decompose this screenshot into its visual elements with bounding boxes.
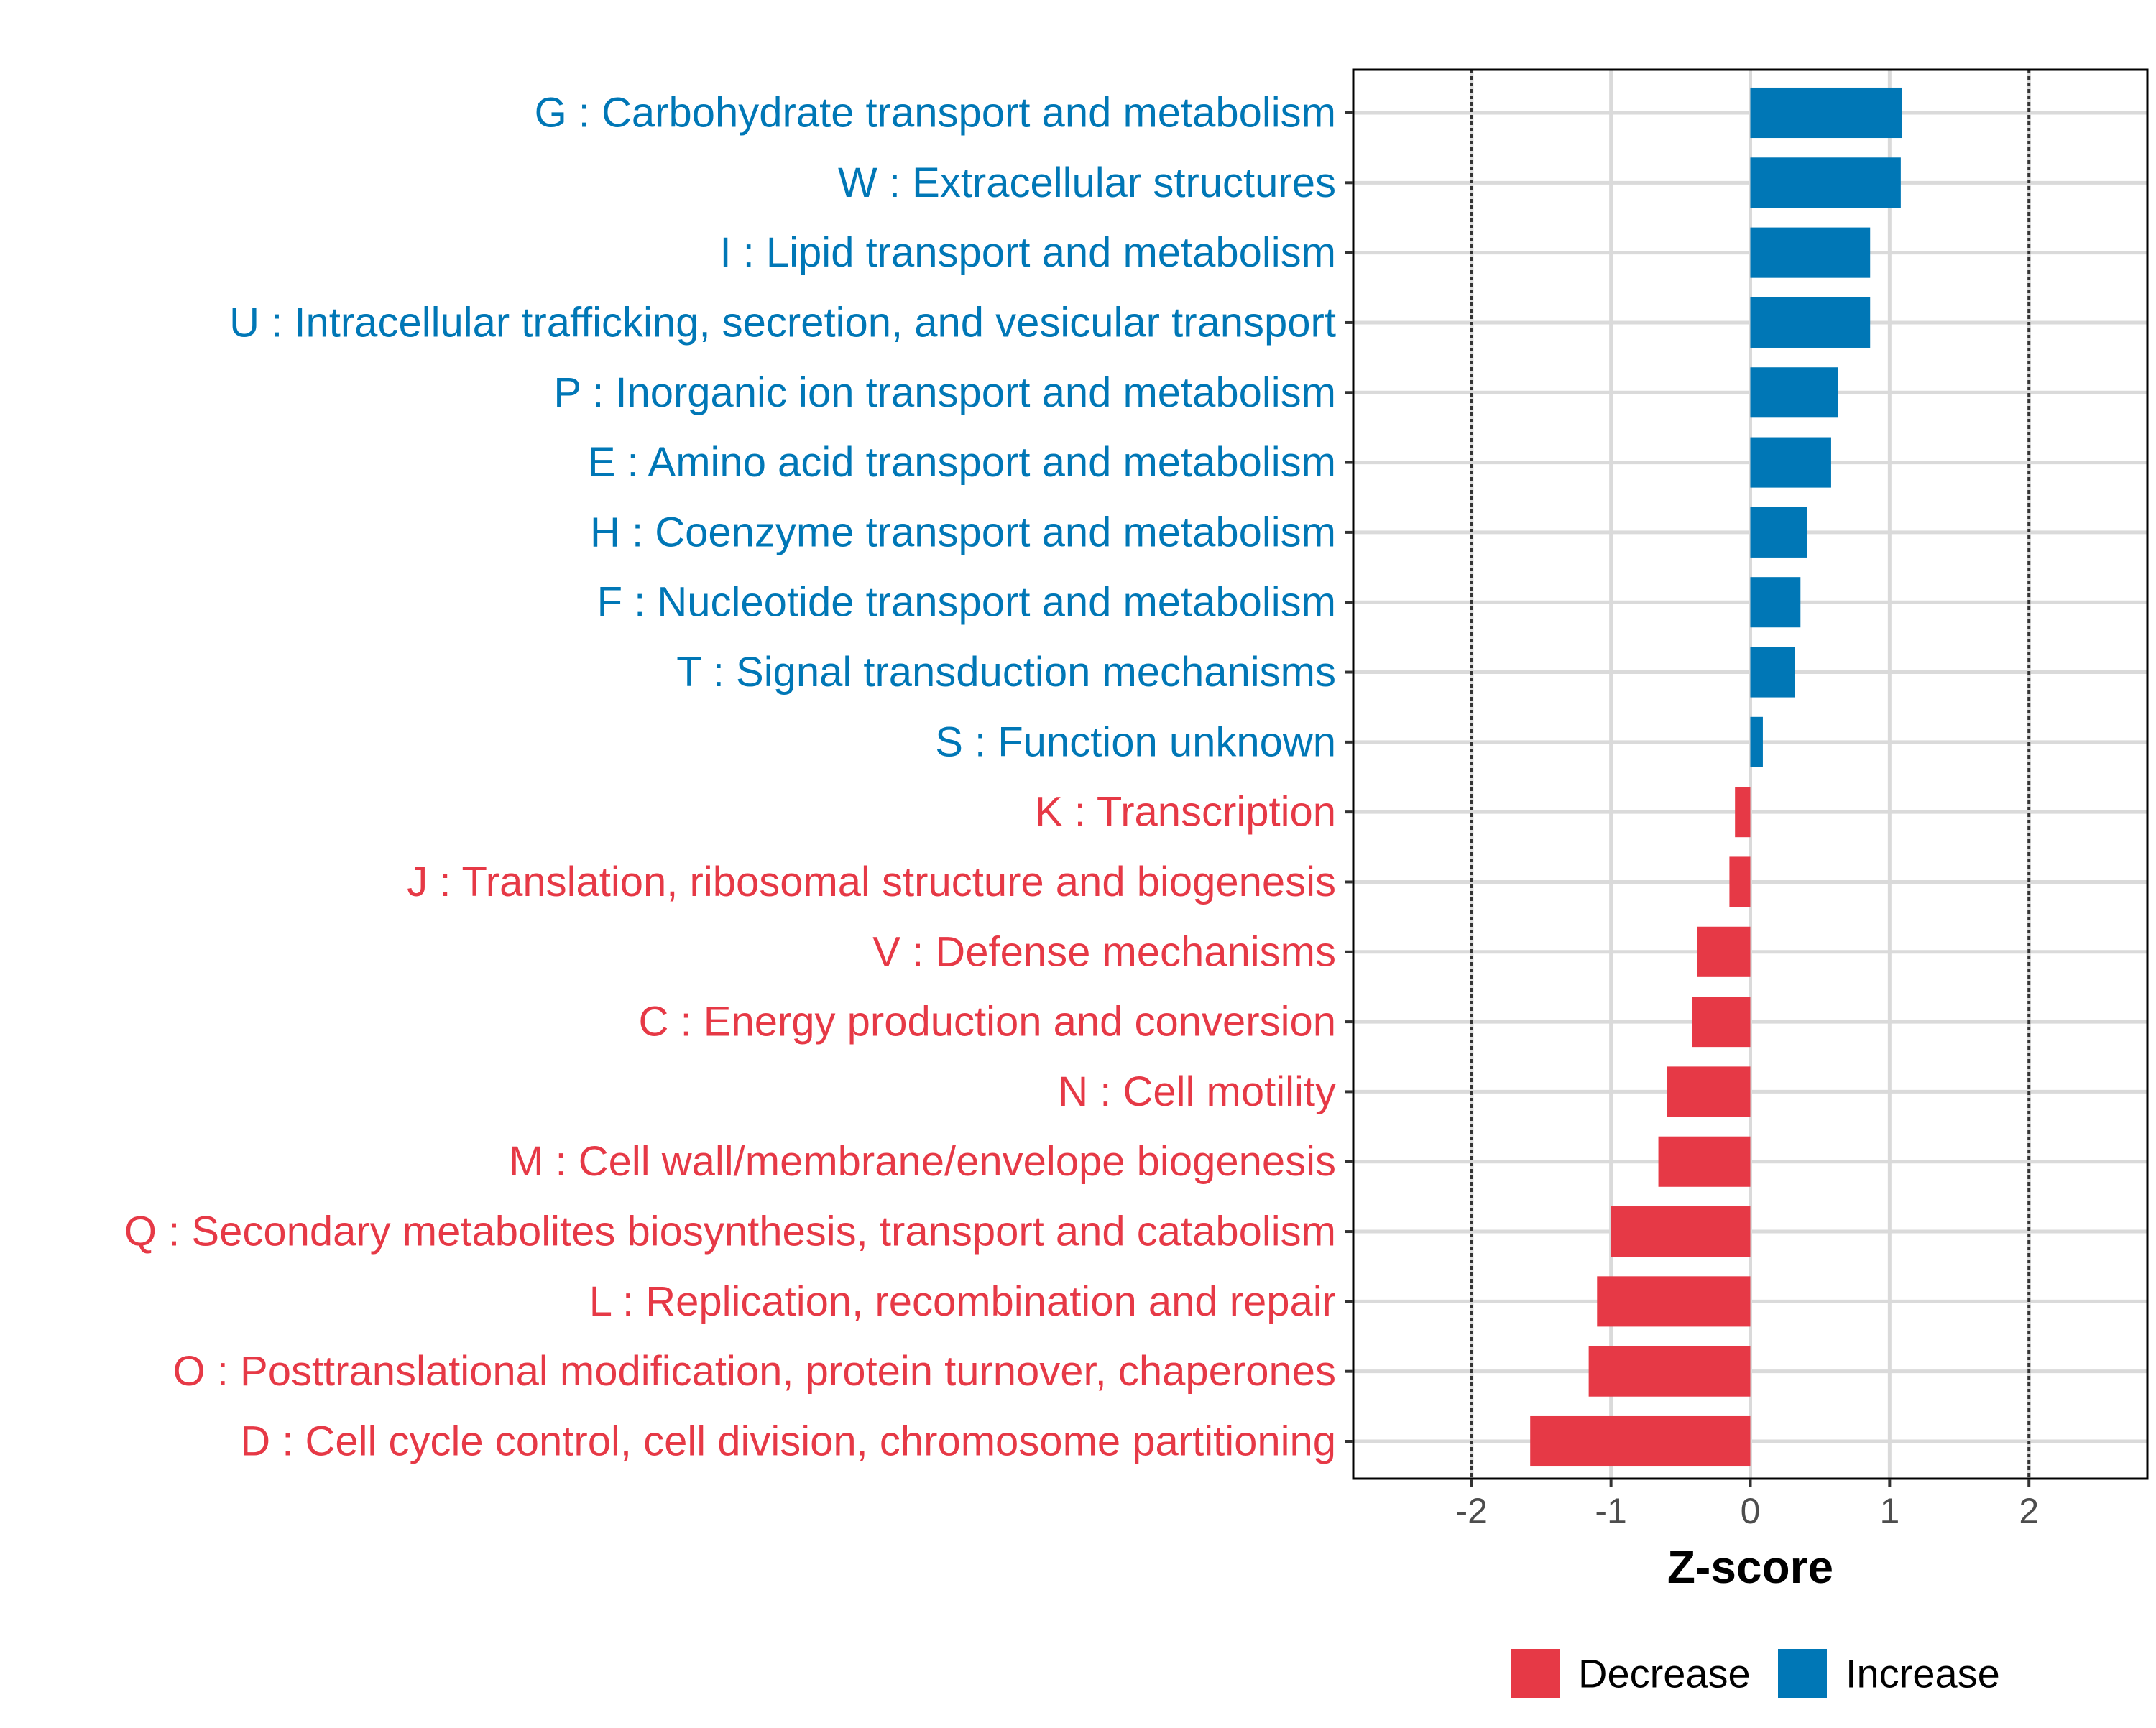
legend: Decrease Increase (1511, 1649, 2000, 1698)
legend-swatch (1778, 1649, 1827, 1698)
x-tick-label: 1 (1879, 1491, 1899, 1531)
bar (1750, 507, 1807, 558)
x-tick-label: 0 (1741, 1491, 1761, 1531)
bar (1530, 1415, 1751, 1467)
bar (1735, 787, 1751, 838)
x-axis-ticks: -2 -1 0 1 2 (1456, 1479, 2039, 1531)
category-label: J : Translation, ribosomal structure and… (407, 859, 1336, 905)
bar (1611, 1206, 1751, 1257)
category-label: P : Inorganic ion transport and metaboli… (553, 369, 1336, 416)
bar (1750, 647, 1795, 698)
reference-lines (1470, 70, 2031, 1479)
category-label: N : Cell motility (1058, 1068, 1336, 1115)
bar (1750, 716, 1763, 767)
bar (1667, 1066, 1751, 1117)
category-label: Q : Secondary metabolites biosynthesis, … (124, 1209, 1336, 1255)
x-tick-label: -2 (1456, 1491, 1488, 1531)
x-tick-label: -1 (1595, 1491, 1626, 1531)
category-label: T : Signal transduction mechanisms (676, 649, 1336, 696)
y-axis-ticks: G : Carbohydrate transport and metabolis… (124, 90, 1353, 1465)
category-label: C : Energy production and conversion (639, 999, 1336, 1045)
bar (1658, 1136, 1751, 1187)
bar (1750, 367, 1838, 418)
category-label: V : Defense mechanisms (872, 928, 1336, 975)
bar (1588, 1346, 1751, 1397)
category-label: I : Lipid transport and metabolism (719, 229, 1336, 276)
category-label: O : Posttranslational modification, prot… (173, 1348, 1336, 1395)
category-label: U : Intracellular trafficking, secretion… (229, 299, 1336, 346)
category-label: H : Coenzyme transport and metabolism (590, 509, 1336, 555)
category-label: M : Cell wall/membrane/envelope biogenes… (509, 1138, 1336, 1185)
bar (1692, 997, 1751, 1048)
x-tick-label: 2 (2019, 1491, 2039, 1531)
category-label: D : Cell cycle control, cell division, c… (240, 1418, 1336, 1465)
legend-item: Decrease (1511, 1649, 1751, 1698)
bar (1597, 1276, 1751, 1327)
category-label: S : Function unknown (935, 719, 1336, 765)
category-label: E : Amino acid transport and metabolism (588, 439, 1336, 486)
bar (1750, 227, 1871, 278)
bar (1750, 157, 1901, 208)
category-label: L : Replication, recombination and repai… (589, 1278, 1336, 1325)
legend-label: Decrease (1578, 1651, 1751, 1696)
bar (1750, 437, 1831, 488)
bars (1530, 87, 1902, 1467)
legend-item: Increase (1778, 1649, 2000, 1698)
bar (1750, 297, 1871, 348)
x-axis-title: Z-score (1667, 1541, 1833, 1593)
category-label: F : Nucleotide transport and metabolism (597, 579, 1336, 626)
bar (1729, 856, 1751, 907)
bar (1697, 926, 1751, 977)
bar (1750, 87, 1902, 139)
category-label: K : Transcription (1035, 789, 1336, 836)
legend-label: Increase (1846, 1651, 2000, 1696)
category-label: W : Extracellular structures (838, 160, 1336, 206)
bar (1750, 577, 1801, 628)
legend-swatch (1511, 1649, 1560, 1698)
category-label: G : Carbohydrate transport and metabolis… (535, 90, 1336, 137)
